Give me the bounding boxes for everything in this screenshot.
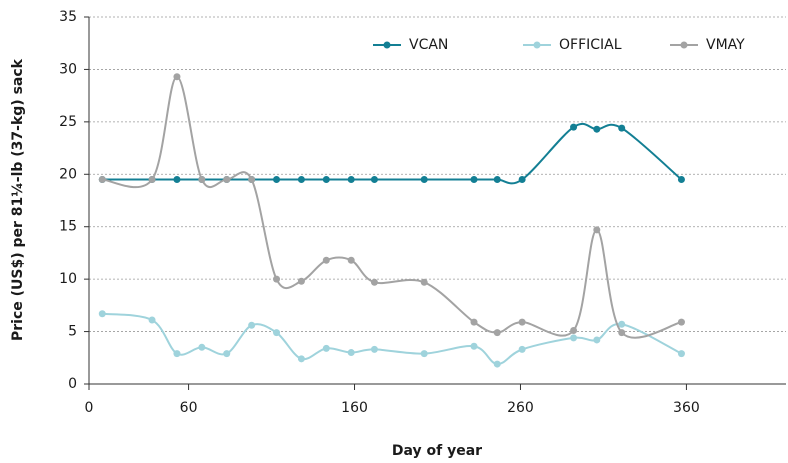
- data-point: [618, 320, 626, 328]
- x-tick-label: 360: [673, 400, 700, 416]
- x-tick-label: 260: [507, 400, 534, 416]
- y-tick-label: 30: [59, 61, 77, 77]
- data-point: [370, 176, 378, 184]
- legend-marker: [680, 41, 688, 49]
- data-point: [347, 176, 355, 184]
- legend-label: VCAN: [409, 37, 448, 53]
- data-point: [420, 176, 428, 184]
- data-point: [297, 355, 305, 363]
- data-point: [248, 176, 256, 184]
- data-point: [347, 256, 355, 264]
- y-tick-label: 20: [59, 166, 77, 182]
- data-point: [273, 329, 281, 337]
- data-point: [223, 176, 231, 184]
- data-point: [420, 350, 428, 358]
- y-tick-label: 5: [68, 324, 77, 340]
- data-point: [493, 176, 501, 184]
- y-tick-label: 15: [59, 219, 77, 235]
- data-point: [347, 349, 355, 357]
- data-point: [470, 342, 478, 350]
- data-point: [370, 278, 378, 286]
- x-tick-label: 160: [341, 400, 368, 416]
- data-point: [322, 344, 330, 352]
- x-axis-title: Day of year: [392, 443, 482, 459]
- data-point: [198, 176, 206, 184]
- data-point: [98, 176, 106, 184]
- y-tick-label: 25: [59, 114, 77, 130]
- data-point: [518, 345, 526, 353]
- data-point: [493, 360, 501, 368]
- data-point: [322, 176, 330, 184]
- data-point: [470, 318, 478, 326]
- x-tick-label: 60: [180, 400, 198, 416]
- data-point: [570, 327, 578, 335]
- data-point: [173, 73, 181, 81]
- data-point: [677, 318, 685, 326]
- data-point: [273, 176, 281, 184]
- data-point: [148, 176, 156, 184]
- y-tick-label: 0: [68, 376, 77, 392]
- data-point: [677, 350, 685, 358]
- legend-label: VMAY: [706, 37, 745, 53]
- y-axis-title: Price (US$) per 81¼-lb (37-kg) sack: [10, 58, 26, 341]
- legend-marker: [383, 41, 391, 49]
- y-tick-label: 35: [59, 9, 77, 25]
- data-point: [420, 278, 428, 286]
- data-point: [148, 316, 156, 324]
- data-point: [570, 334, 578, 342]
- data-point: [518, 176, 526, 184]
- legend-label: OFFICIAL: [559, 37, 622, 53]
- data-point: [618, 124, 626, 132]
- data-point: [173, 350, 181, 358]
- data-point: [370, 345, 378, 353]
- data-point: [297, 176, 305, 184]
- legend-marker: [533, 41, 541, 49]
- x-tick-label: 0: [85, 400, 94, 416]
- data-point: [470, 176, 478, 184]
- data-point: [297, 277, 305, 285]
- data-point: [593, 336, 601, 344]
- series-line: [102, 75, 682, 339]
- data-point: [593, 226, 601, 234]
- data-point: [173, 176, 181, 184]
- data-point: [273, 275, 281, 283]
- data-point: [198, 343, 206, 351]
- data-point: [518, 318, 526, 326]
- data-point: [98, 310, 106, 318]
- data-point: [322, 256, 330, 264]
- data-point: [493, 329, 501, 337]
- data-point: [593, 125, 601, 133]
- data-point: [248, 321, 256, 329]
- data-point: [570, 123, 578, 131]
- data-point: [618, 329, 626, 337]
- y-tick-label: 10: [59, 271, 77, 287]
- data-point: [677, 176, 685, 184]
- data-point: [223, 350, 231, 358]
